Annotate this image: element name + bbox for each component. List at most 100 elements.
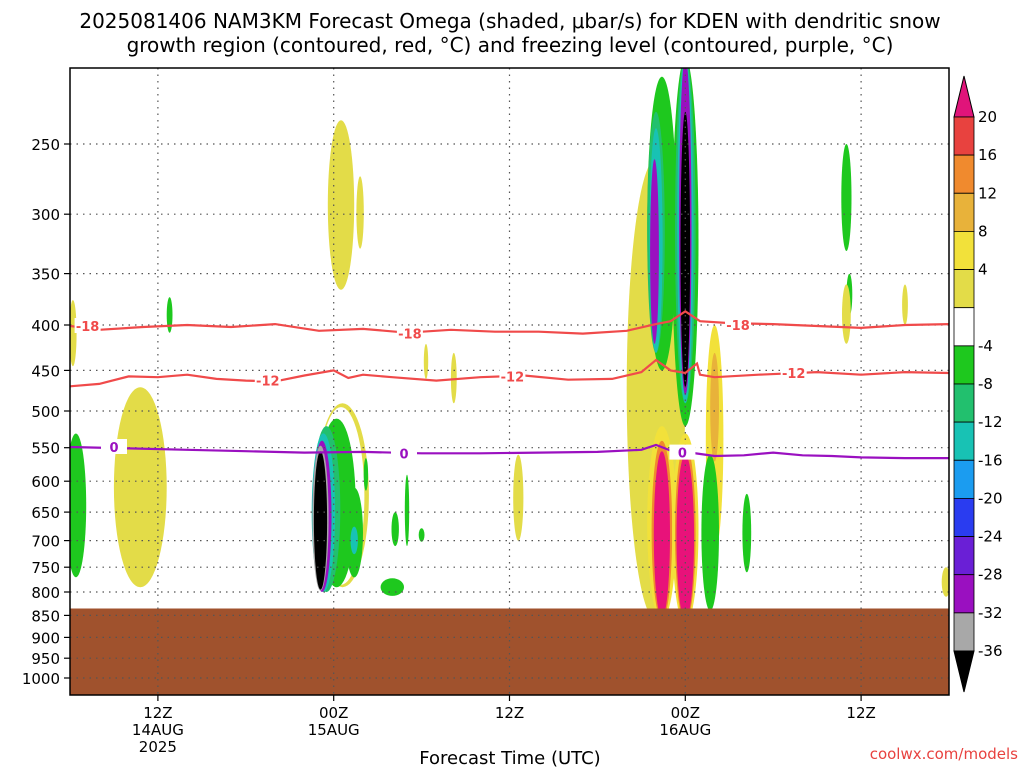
colorbar-label-4: 4	[978, 261, 988, 279]
colorbar-label-0: 20	[978, 108, 997, 126]
omega-shade-0-0	[113, 387, 167, 588]
y-tick-label-550: 550	[31, 440, 60, 458]
y-tick-label-650: 650	[31, 504, 60, 522]
x-tick-label-h12-1: 14AUG	[132, 721, 184, 739]
omega-cell-11	[513, 454, 524, 541]
contour-label--18: -18	[76, 320, 100, 335]
contour-label-bg-1-0	[254, 372, 281, 388]
omega-cell-14	[742, 493, 752, 573]
omega-shade-17-0	[842, 284, 851, 344]
omega-shade-14-0	[742, 493, 752, 573]
y-tick-label-600: 600	[31, 473, 60, 491]
colorbar-swatch-2	[953, 192, 975, 232]
colorbar-swatch-10	[953, 497, 975, 537]
colorbar-label-1: 16	[978, 146, 997, 164]
colorbar-swatch-0	[953, 116, 975, 156]
omega-shade-13-0	[701, 454, 719, 611]
chart-title-line-1: 2025081406 NAM3KM Forecast Omega (shaded…	[79, 9, 940, 33]
colorbar-swatch-1	[953, 154, 975, 194]
contour-label-bg-0-1	[396, 325, 423, 341]
omega-shade-15-0	[841, 144, 852, 251]
colorbar-label-9: -20	[978, 489, 1003, 507]
omega-shade-10-0	[423, 343, 429, 379]
ground-layer	[70, 608, 949, 695]
contour-label--18: -18	[398, 328, 422, 343]
colorbar-swatch-4	[953, 269, 975, 309]
x-tick-label-h24-1: 15AUG	[308, 721, 360, 739]
x-tick-label-h12-2: 2025	[139, 738, 177, 756]
colorbar-swatch-5	[953, 307, 975, 347]
omega-shade-18-0	[902, 284, 908, 326]
omega-cell-0	[113, 387, 167, 588]
y-tick-label-450: 450	[31, 362, 60, 380]
omega-shade-4-7	[313, 451, 328, 590]
colorbar-label-6: -8	[978, 375, 993, 393]
colorbar-label-7: -12	[978, 413, 1003, 431]
y-tick-label-1000: 1000	[22, 670, 60, 688]
plot-area: -18 -18 -18 -12 -12 -12 0 0 0	[70, 68, 949, 695]
chart-title-line-2: growth region (contoured, red, °C) and f…	[127, 33, 894, 57]
colorbar-label-5: -4	[978, 337, 993, 355]
x-tick-label-h36-0: 12Z	[495, 704, 524, 722]
contour-label-bg-2-0	[101, 439, 127, 454]
contour-label-bg-2-1	[391, 445, 417, 461]
y-tick-label-400: 400	[31, 317, 60, 335]
omega-cell-17	[842, 284, 851, 344]
omega-cell-5	[345, 487, 364, 578]
omega-shade-21-0	[70, 300, 77, 367]
colorbar-swatch-8	[953, 421, 975, 461]
omega-cell-1	[70, 433, 87, 578]
omega-cell-13	[701, 454, 719, 611]
contour-0	[70, 443, 949, 460]
omega-cell-15	[841, 144, 852, 251]
colorbar-label-10: -24	[978, 528, 1003, 546]
contour-label-bg-2-2	[669, 444, 696, 460]
omega-shade-12-9	[680, 111, 691, 388]
omega-shade-8-0	[404, 474, 410, 547]
omega-cell-20	[166, 297, 173, 333]
colorbar-bottom-arrow	[953, 650, 975, 693]
contour-label--12: -12	[501, 370, 525, 385]
omega-shade-12-4	[650, 159, 659, 344]
contour-label-bg-0-0	[74, 318, 101, 333]
contour-label--12: -12	[782, 367, 806, 382]
omega-cell-6	[380, 578, 404, 596]
omega-cell-19	[941, 567, 949, 597]
x-tick-label-h48-0: 00Z	[671, 704, 700, 722]
colorbar: 20 16 12 8 4 -4 -8 -12 -16 -20 -24 -28 -32 -36	[953, 75, 1003, 693]
colorbar-swatch-11	[953, 536, 975, 576]
y-tick-label-950: 950	[31, 650, 60, 668]
colorbar-swatch-12	[953, 574, 975, 614]
omega-shade-6-0	[380, 578, 404, 596]
contour-label-bg-1-1	[499, 368, 526, 384]
x-axis-label: Forecast Time (UTC)	[419, 748, 600, 768]
contour-label-0: 0	[678, 447, 687, 462]
colorbar-swatch-9	[953, 459, 975, 499]
omega-shade-22-0	[363, 458, 369, 491]
omega-shade-3-0	[356, 176, 364, 249]
contour-label-0: 0	[109, 441, 118, 456]
y-tick-label-850: 850	[31, 607, 60, 625]
omega-shade-5-1	[350, 526, 358, 555]
omega-cell-9	[450, 352, 457, 404]
colorbar-swatch-6	[953, 345, 975, 385]
omega-shade-7-0	[418, 528, 425, 542]
colorbar-label-2: 12	[978, 184, 997, 202]
colorbar-label-11: -28	[978, 566, 1003, 584]
ground-fill	[70, 608, 949, 695]
y-tick-label-250: 250	[31, 136, 60, 154]
y-tick-label-800: 800	[31, 584, 60, 602]
omega-shade-2-0	[327, 120, 355, 290]
omega-shading	[70, 68, 949, 625]
omega-shade-20-0	[166, 297, 173, 333]
colorbar-swatch-7	[953, 383, 975, 423]
colorbar-label-3: 8	[978, 222, 988, 240]
omega-cell-12	[626, 68, 724, 625]
contour-label-0: 0	[399, 447, 408, 462]
omega-cell-21	[70, 300, 77, 367]
colorbar-label-12: -32	[978, 604, 1003, 622]
contour-label--12: -12	[256, 375, 280, 390]
x-tick-label-h48-1: 16AUG	[659, 721, 711, 739]
omega-cell-22	[363, 458, 369, 491]
